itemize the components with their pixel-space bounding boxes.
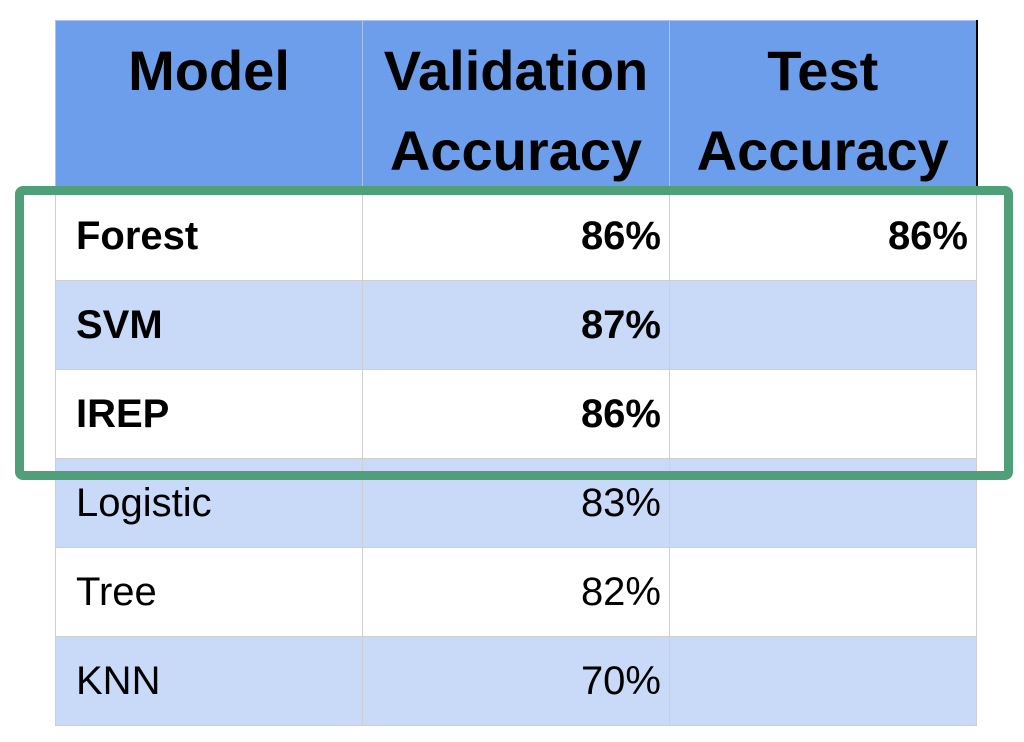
- test-accuracy-cell: 86%: [669, 191, 977, 281]
- header-validation-line-1: Validation: [383, 39, 649, 102]
- model-cell: Logistic: [55, 458, 363, 548]
- header-validation-accuracy: Validation Accuracy: [362, 20, 670, 192]
- header-test-accuracy: Test Accuracy: [669, 20, 978, 192]
- header-test-line-1: Test: [767, 39, 879, 102]
- table-row: Logistic 83%: [55, 458, 977, 548]
- header-model: Model: [55, 20, 363, 192]
- model-accuracy-table: Model Validation Accuracy Test Accuracy …: [55, 20, 978, 726]
- test-accuracy-cell: [669, 458, 977, 548]
- table-row: Tree 82%: [55, 547, 977, 637]
- table-header: Model Validation Accuracy Test Accuracy: [55, 20, 978, 192]
- model-cell: Tree: [55, 547, 363, 637]
- validation-accuracy-cell: 86%: [362, 191, 670, 281]
- table-body: Forest 86% 86% SVM 87% IREP 86% Logistic…: [55, 191, 977, 726]
- validation-accuracy-cell: 87%: [362, 280, 670, 370]
- header-model-line: Model: [128, 39, 290, 102]
- validation-accuracy-cell: 70%: [362, 636, 670, 726]
- header-test-line-2: Accuracy: [696, 119, 949, 182]
- test-accuracy-cell: [669, 280, 977, 370]
- header-validation-line-2: Accuracy: [389, 119, 643, 182]
- model-cell: IREP: [55, 369, 363, 459]
- header-row: Model Validation Accuracy Test Accuracy: [55, 20, 978, 192]
- validation-accuracy-cell: 82%: [362, 547, 670, 637]
- test-accuracy-cell: [669, 547, 977, 637]
- model-cell: SVM: [55, 280, 363, 370]
- table-row: SVM 87%: [55, 280, 977, 370]
- model-cell: Forest: [55, 191, 363, 281]
- table-row: Forest 86% 86%: [55, 191, 977, 281]
- model-cell: KNN: [55, 636, 363, 726]
- validation-accuracy-cell: 83%: [362, 458, 670, 548]
- test-accuracy-cell: [669, 636, 977, 726]
- table-row: KNN 70%: [55, 636, 977, 726]
- test-accuracy-cell: [669, 369, 977, 459]
- validation-accuracy-cell: 86%: [362, 369, 670, 459]
- table-row: IREP 86%: [55, 369, 977, 459]
